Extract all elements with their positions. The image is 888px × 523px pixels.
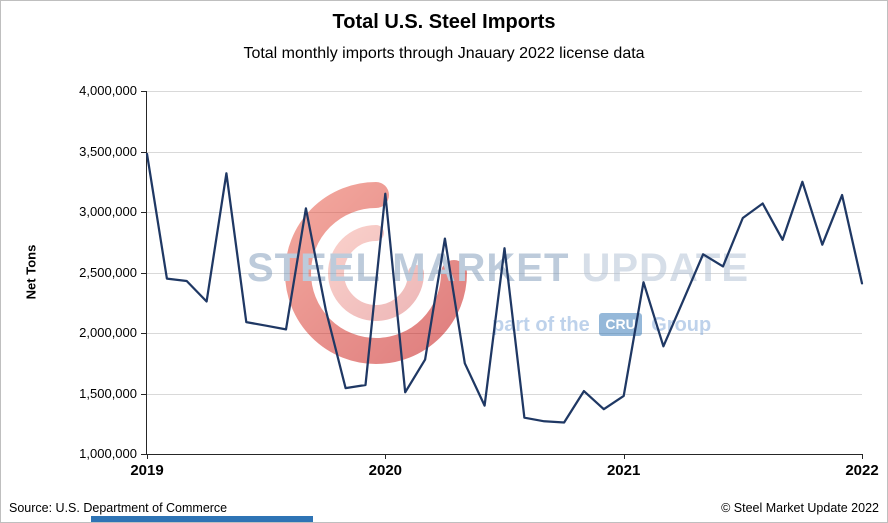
x-tick-label: 2021 — [606, 462, 641, 479]
y-tick-label: 3,000,000 — [79, 204, 137, 219]
gridline — [147, 333, 862, 334]
y-tick-mark — [141, 393, 146, 395]
imports-line-series — [145, 152, 864, 424]
y-tick-label: 4,000,000 — [79, 83, 137, 98]
y-tick-mark — [141, 272, 146, 274]
y-tick-label: 2,000,000 — [79, 325, 137, 340]
y-tick-label: 1,000,000 — [79, 446, 137, 461]
chart-footer: Source: U.S. Department of Commerce © St… — [9, 501, 879, 515]
imports-line-chart — [145, 152, 864, 424]
source-note: Source: U.S. Department of Commerce — [9, 501, 228, 515]
gridline — [147, 91, 862, 92]
copyright-note: © Steel Market Update 2022 — [721, 501, 879, 515]
y-tick-mark — [141, 151, 146, 153]
y-tick-label: 3,500,000 — [79, 143, 137, 159]
y-tick-label: 1,500,000 — [79, 385, 137, 401]
x-tick-mark — [385, 454, 387, 459]
gridline — [147, 212, 862, 213]
x-tick-mark — [623, 454, 625, 459]
chart-title: Total U.S. Steel Imports — [332, 11, 556, 33]
y-tick-label: 2,500,000 — [79, 264, 137, 280]
x-tick-mark — [147, 454, 148, 459]
chart-subtitle: Total monthly imports through Jnauary 20… — [243, 45, 645, 62]
gridline — [147, 272, 862, 274]
plot-area: STEEL MARKET UPDATE part of the CRU Grou… — [145, 91, 864, 455]
y-tick-mark — [141, 91, 146, 92]
x-tick-label: 2022 — [845, 462, 879, 479]
y-tick-mark — [141, 454, 146, 455]
y-tick-mark — [141, 212, 146, 213]
x-tick-label: 2020 — [368, 462, 403, 479]
gridline — [147, 151, 862, 153]
x-tick-mark — [862, 454, 863, 459]
x-tick-label: 2019 — [130, 462, 164, 479]
bottom-accent-strip — [91, 516, 313, 522]
gridline — [147, 393, 862, 395]
y-tick-mark — [141, 333, 146, 334]
